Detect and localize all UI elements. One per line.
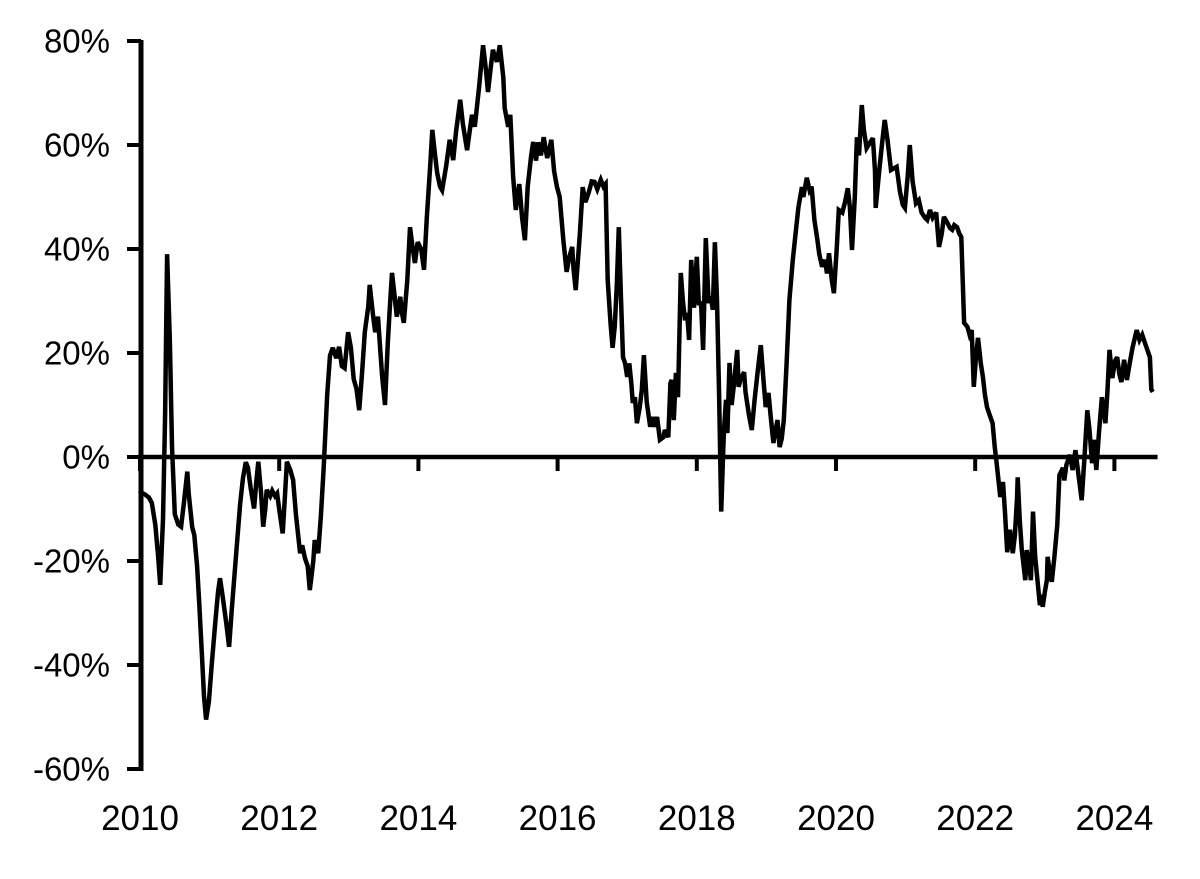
x-tick-label: 2014	[379, 799, 457, 838]
y-tick-label: 20%	[44, 335, 110, 372]
y-tick-label: 0%	[62, 439, 110, 476]
x-tick-label: 2024	[1075, 799, 1153, 838]
x-tick-label: 2022	[936, 799, 1014, 838]
data-series-line	[137, 44, 1155, 720]
y-tick-label: -40%	[33, 647, 110, 684]
y-tick-label: -60%	[33, 751, 110, 788]
y-tick-label: 60%	[44, 127, 110, 164]
x-tick-label: 2012	[240, 799, 318, 838]
x-tick-label: 2016	[519, 799, 597, 838]
y-tick-label: 80%	[44, 23, 110, 60]
y-tick-label: -20%	[33, 543, 110, 580]
y-tick-label: 40%	[44, 231, 110, 268]
x-tick-label: 2010	[101, 799, 179, 838]
x-tick-label: 2020	[797, 799, 875, 838]
x-tick-label: 2018	[658, 799, 736, 838]
